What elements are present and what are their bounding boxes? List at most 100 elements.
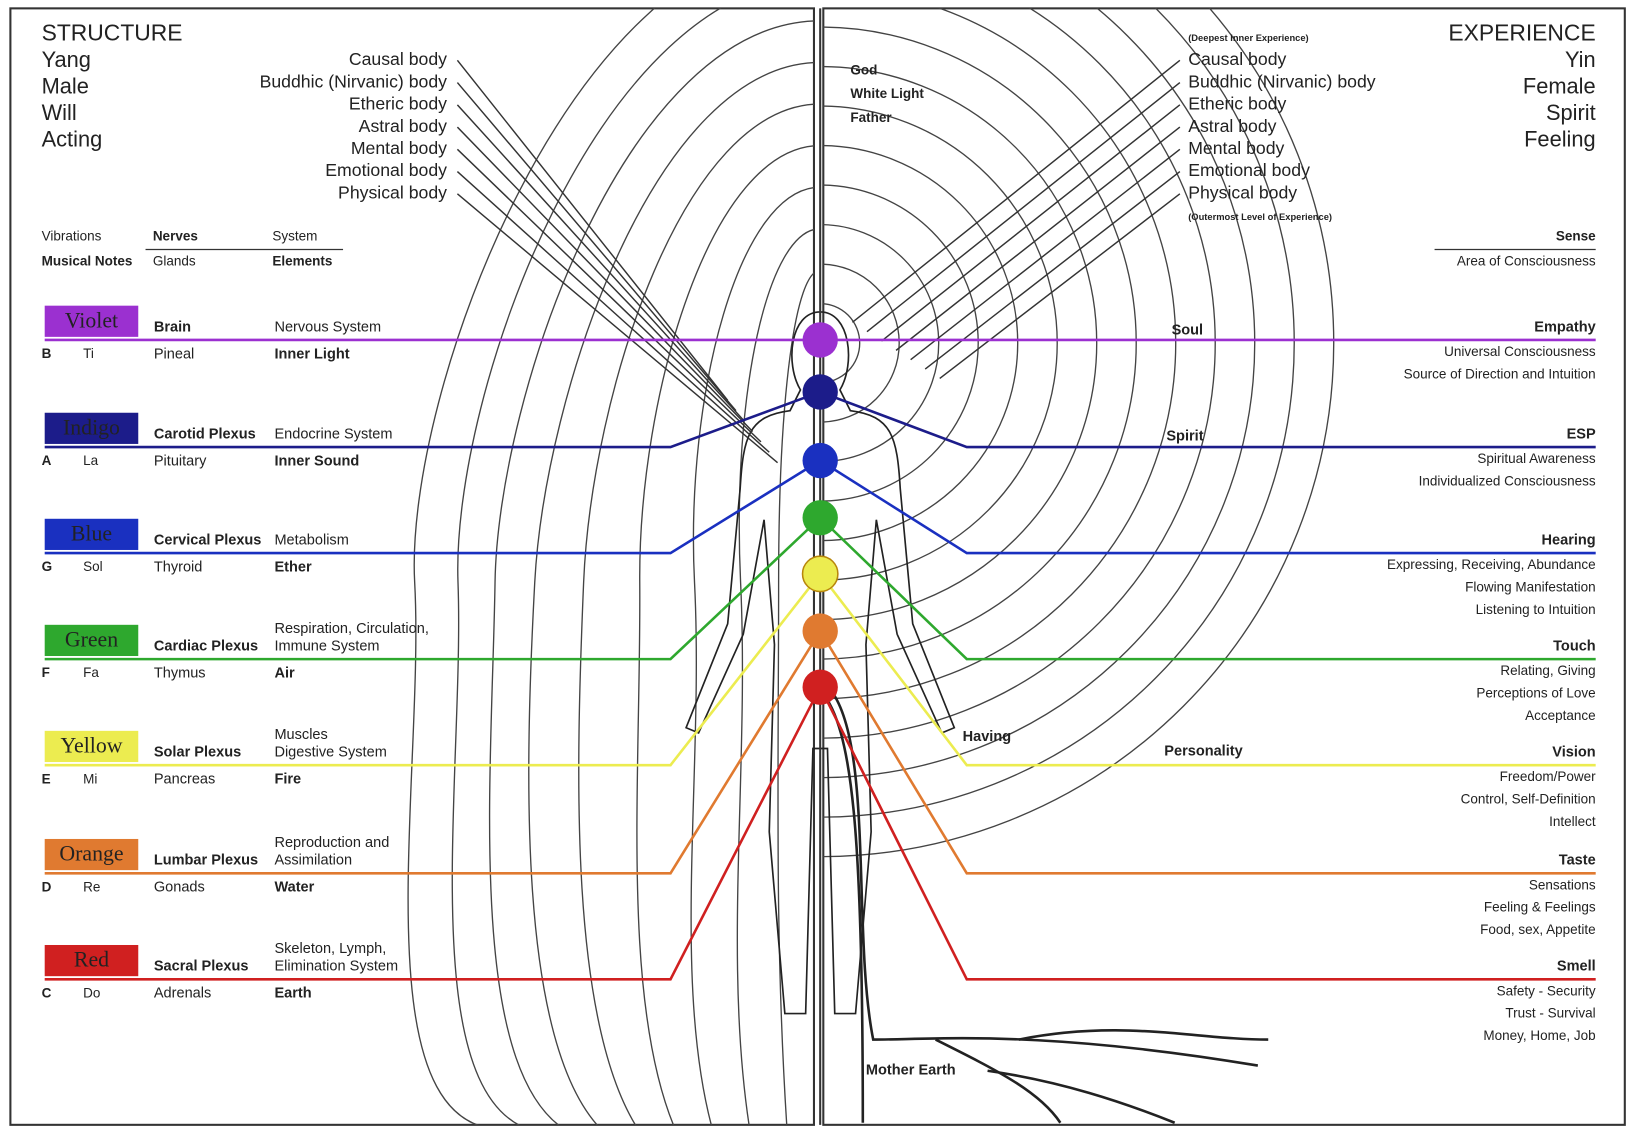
page: {"left_header":{"title":"STRUCTURE","lin…	[0, 0, 1630, 1128]
experience-line: Feeling	[1524, 127, 1596, 152]
note: E	[42, 771, 51, 786]
nerves: Lumbar Plexus	[154, 853, 258, 869]
consciousness: Intellect	[1549, 814, 1596, 829]
consciousness: Expressing, Receiving, Abundance	[1387, 557, 1596, 572]
divine-label: God	[850, 62, 877, 77]
column-header: Glands	[153, 254, 196, 269]
body-layer: Physical body	[1188, 182, 1297, 202]
consciousness: Feeling & Feelings	[1484, 900, 1596, 915]
nerves: Sacral Plexus	[154, 959, 249, 975]
consciousness: Acceptance	[1525, 708, 1596, 723]
experience-line: Yin	[1565, 47, 1596, 72]
body-layer: Buddhic (Nirvanic) body	[260, 71, 448, 91]
note: D	[42, 879, 52, 894]
system: Nervous System	[274, 319, 381, 335]
body-layer: Emotional body	[1188, 160, 1310, 180]
column-header: Elements	[272, 254, 332, 269]
column-header: Musical Notes	[42, 254, 133, 269]
element: Ether	[274, 559, 312, 575]
body-ray	[457, 127, 752, 431]
element: Air	[274, 666, 295, 682]
body-layer: Astral body	[359, 116, 447, 136]
structure-line: Will	[42, 100, 77, 125]
system: Metabolism	[274, 532, 348, 548]
experience-line: Female	[1523, 74, 1596, 99]
note: G	[42, 559, 53, 574]
element: Earth	[274, 986, 311, 1002]
body-layer: Mental body	[1188, 138, 1284, 158]
body-layer: Etheric body	[349, 94, 447, 114]
nerves: Carotid Plexus	[154, 426, 256, 442]
earth-label: Mother Earth	[866, 1063, 956, 1079]
element: Inner Sound	[274, 453, 359, 469]
consciousness: Trust - Survival	[1505, 1006, 1595, 1021]
color-name: Blue	[71, 521, 112, 545]
body-layer: Etheric body	[1188, 94, 1286, 114]
solfege: La	[83, 453, 99, 468]
system: Muscles	[274, 727, 327, 743]
consciousness: Universal Consciousness	[1444, 344, 1596, 359]
system: Elimination System	[274, 959, 398, 975]
nerves: Cardiac Plexus	[154, 638, 258, 654]
body-layer: Buddhic (Nirvanic) body	[1188, 71, 1376, 91]
color-name: Indigo	[63, 415, 120, 439]
consciousness: Listening to Intuition	[1476, 602, 1596, 617]
nerves: Cervical Plexus	[154, 532, 262, 548]
gland: Pancreas	[154, 772, 215, 788]
body-layer: Astral body	[1188, 116, 1276, 136]
sense: Empathy	[1534, 319, 1596, 335]
color-name: Green	[65, 627, 118, 651]
chakra-point	[803, 374, 838, 409]
consciousness: Flowing Manifestation	[1465, 579, 1596, 594]
column-header: Sense	[1556, 229, 1596, 244]
root	[1019, 1030, 1268, 1039]
divine-label: White Light	[850, 86, 924, 101]
consciousness: Sensations	[1529, 877, 1596, 892]
gland: Pituitary	[154, 453, 207, 469]
gland: Thyroid	[154, 559, 203, 575]
gland: Gonads	[154, 880, 205, 896]
structure-title: STRUCTURE	[42, 19, 183, 45]
column-header: Vibrations	[42, 229, 102, 244]
color-name: Orange	[59, 842, 123, 866]
consciousness: Safety - Security	[1497, 983, 1596, 998]
body-layer: Mental body	[351, 138, 447, 158]
gland: Pineal	[154, 346, 194, 362]
body-ray	[457, 149, 761, 442]
consciousness: Money, Home, Job	[1483, 1028, 1595, 1043]
note: A	[42, 453, 52, 468]
chakra-point	[803, 443, 838, 478]
consciousness: Food, sex, Appetite	[1480, 922, 1596, 937]
sense: Taste	[1559, 853, 1596, 869]
column-header: Area of Consciousness	[1457, 254, 1596, 269]
body-layer: Causal body	[349, 49, 447, 69]
gland: Thymus	[154, 666, 206, 682]
chakra-point	[803, 322, 838, 357]
nerves: Solar Plexus	[154, 745, 241, 761]
color-name: Red	[74, 948, 109, 972]
sense: Smell	[1557, 959, 1596, 975]
level-label: Spirit	[1166, 429, 1203, 445]
element: Water	[274, 880, 314, 896]
experience-title: EXPERIENCE	[1448, 19, 1595, 45]
system: Skeleton, Lymph,	[274, 941, 386, 957]
consciousness: Relating, Giving	[1500, 663, 1595, 678]
body-ray	[457, 194, 777, 463]
level-label: Personality	[1164, 743, 1243, 759]
contour	[529, 62, 820, 1128]
consciousness: Individualized Consciousness	[1419, 473, 1596, 488]
system: Immune System	[274, 638, 379, 654]
contour	[408, 0, 820, 1128]
nerves: Brain	[154, 319, 191, 335]
solfege: Mi	[83, 771, 97, 786]
body-ray	[882, 105, 1180, 341]
structure-line: Yang	[42, 47, 91, 72]
contour	[452, 0, 820, 1128]
body-layer: Emotional body	[325, 160, 447, 180]
level-label: Having	[963, 729, 1012, 745]
system: Assimilation	[274, 853, 352, 869]
body-layer: Causal body	[1188, 49, 1286, 69]
solfege: Re	[83, 879, 100, 894]
chakra-point	[803, 500, 838, 535]
gland: Adrenals	[154, 986, 211, 1002]
